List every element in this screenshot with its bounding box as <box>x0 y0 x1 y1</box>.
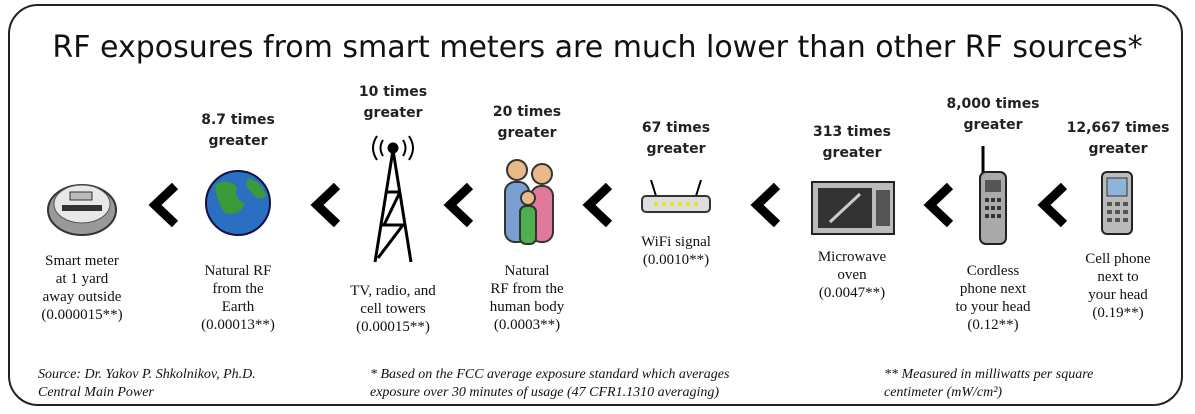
multiplier: 8.7 times greater <box>158 110 318 152</box>
chevrons <box>148 182 1068 228</box>
text-line: Cordless <box>966 263 1020 279</box>
text-line: 10 times <box>358 84 428 100</box>
text-line: to your head <box>955 299 1031 315</box>
text-line: greater <box>1088 141 1148 157</box>
text-line: (0.0003**) <box>493 317 561 333</box>
item-label: Cordless phone next to your head (0.12**) <box>913 262 1073 334</box>
text-line: 20 times <box>492 104 562 120</box>
frame <box>8 4 1183 406</box>
tower-icon <box>372 135 414 263</box>
text-line: greater <box>646 141 706 157</box>
text-line: Smart meter <box>45 253 119 269</box>
text-line: 8.7 times <box>201 112 275 128</box>
text-line: greater <box>363 105 423 121</box>
microwave-icon <box>811 181 895 235</box>
meter-icon <box>47 184 117 236</box>
text-line: exposure over 30 minutes of usage (47 CF… <box>370 385 720 400</box>
footnote: Source: Dr. Yakov P. Shkolnikov, Ph.D. Ce… <box>38 366 256 402</box>
earth-icon <box>205 170 271 236</box>
text-line: 67 times <box>641 120 711 136</box>
text-line: phone next <box>959 281 1027 297</box>
text-line: greater <box>822 145 882 161</box>
text-line: (0.000015**) <box>41 307 123 323</box>
item-label: TV, radio, and cell towers (0.00015**) <box>313 282 473 336</box>
title: RF exposures from smart meters are much … <box>52 30 1143 65</box>
multiplier: 10 times greater <box>313 82 473 124</box>
multiplier: 12,667 times greater <box>1038 118 1195 160</box>
people-icon <box>504 159 554 245</box>
cordless-icon <box>979 146 1007 245</box>
text-line: Microwave <box>817 249 887 265</box>
text-line: RF from the <box>490 281 564 297</box>
text-line: Natural RF <box>204 263 272 279</box>
multiplier: 20 times greater <box>447 102 607 144</box>
footnote: * Based on the FCC average exposure stan… <box>370 366 729 402</box>
item-label: Cell phone next to your head (0.19**) <box>1038 250 1195 322</box>
text-line: next to <box>1097 269 1139 285</box>
text-line: away outside <box>42 289 122 305</box>
text-line: Central Main Power <box>38 385 154 400</box>
text-line: * Based on the FCC average exposure stan… <box>370 367 730 382</box>
text-line: (0.12**) <box>967 317 1019 333</box>
text-line: your head <box>1088 287 1148 303</box>
text-line: Cell phone <box>1085 251 1151 267</box>
text-line: TV, radio, and <box>350 283 436 299</box>
text-line: at 1 yard <box>55 271 109 287</box>
text-line: (0.0010**) <box>642 252 710 268</box>
text-line: cell towers <box>360 301 426 317</box>
multiplier: 8,000 times greater <box>913 94 1073 136</box>
wifi-icon <box>641 179 711 213</box>
text-line: from the <box>212 281 264 297</box>
item-label: Microwave oven (0.0047**) <box>772 248 932 302</box>
text-line: 12,667 times <box>1066 120 1170 136</box>
text-line: (0.19**) <box>1092 305 1144 321</box>
text-line: greater <box>497 125 557 141</box>
text-line: Natural <box>504 263 550 279</box>
text-line: oven <box>837 267 867 283</box>
text-line: (0.00013**) <box>201 317 275 333</box>
item-label: Natural RF from the human body (0.0003**) <box>447 262 607 334</box>
text-line: Source: Dr. Yakov P. Shkolnikov, Ph.D. <box>38 367 256 382</box>
item-label: WiFi signal (0.0010**) <box>596 233 756 269</box>
text-line: ** Measured in milliwatts per square <box>884 367 1094 382</box>
item-label: Smart meter at 1 yard away outside (0.00001… <box>2 252 162 324</box>
cellphone-icon <box>1101 171 1133 235</box>
multiplier: 313 times greater <box>772 122 932 164</box>
text-line: centimeter (mW/cm²) <box>884 385 1003 400</box>
text-line: greater <box>208 133 268 149</box>
text-line: WiFi signal <box>641 234 711 250</box>
text-line: 313 times <box>812 124 891 140</box>
item-label: Natural RF from the Earth (0.00013**) <box>158 262 318 334</box>
multiplier: 67 times greater <box>596 118 756 160</box>
footnote: ** Measured in milliwatts per square cent… <box>884 366 1093 402</box>
text-line: (0.00015**) <box>356 319 430 335</box>
text-line: (0.0047**) <box>818 285 886 301</box>
text-line: Earth <box>221 299 255 315</box>
text-line: human body <box>489 299 565 315</box>
text-line: 8,000 times <box>946 96 1040 112</box>
text-line: greater <box>963 117 1023 133</box>
